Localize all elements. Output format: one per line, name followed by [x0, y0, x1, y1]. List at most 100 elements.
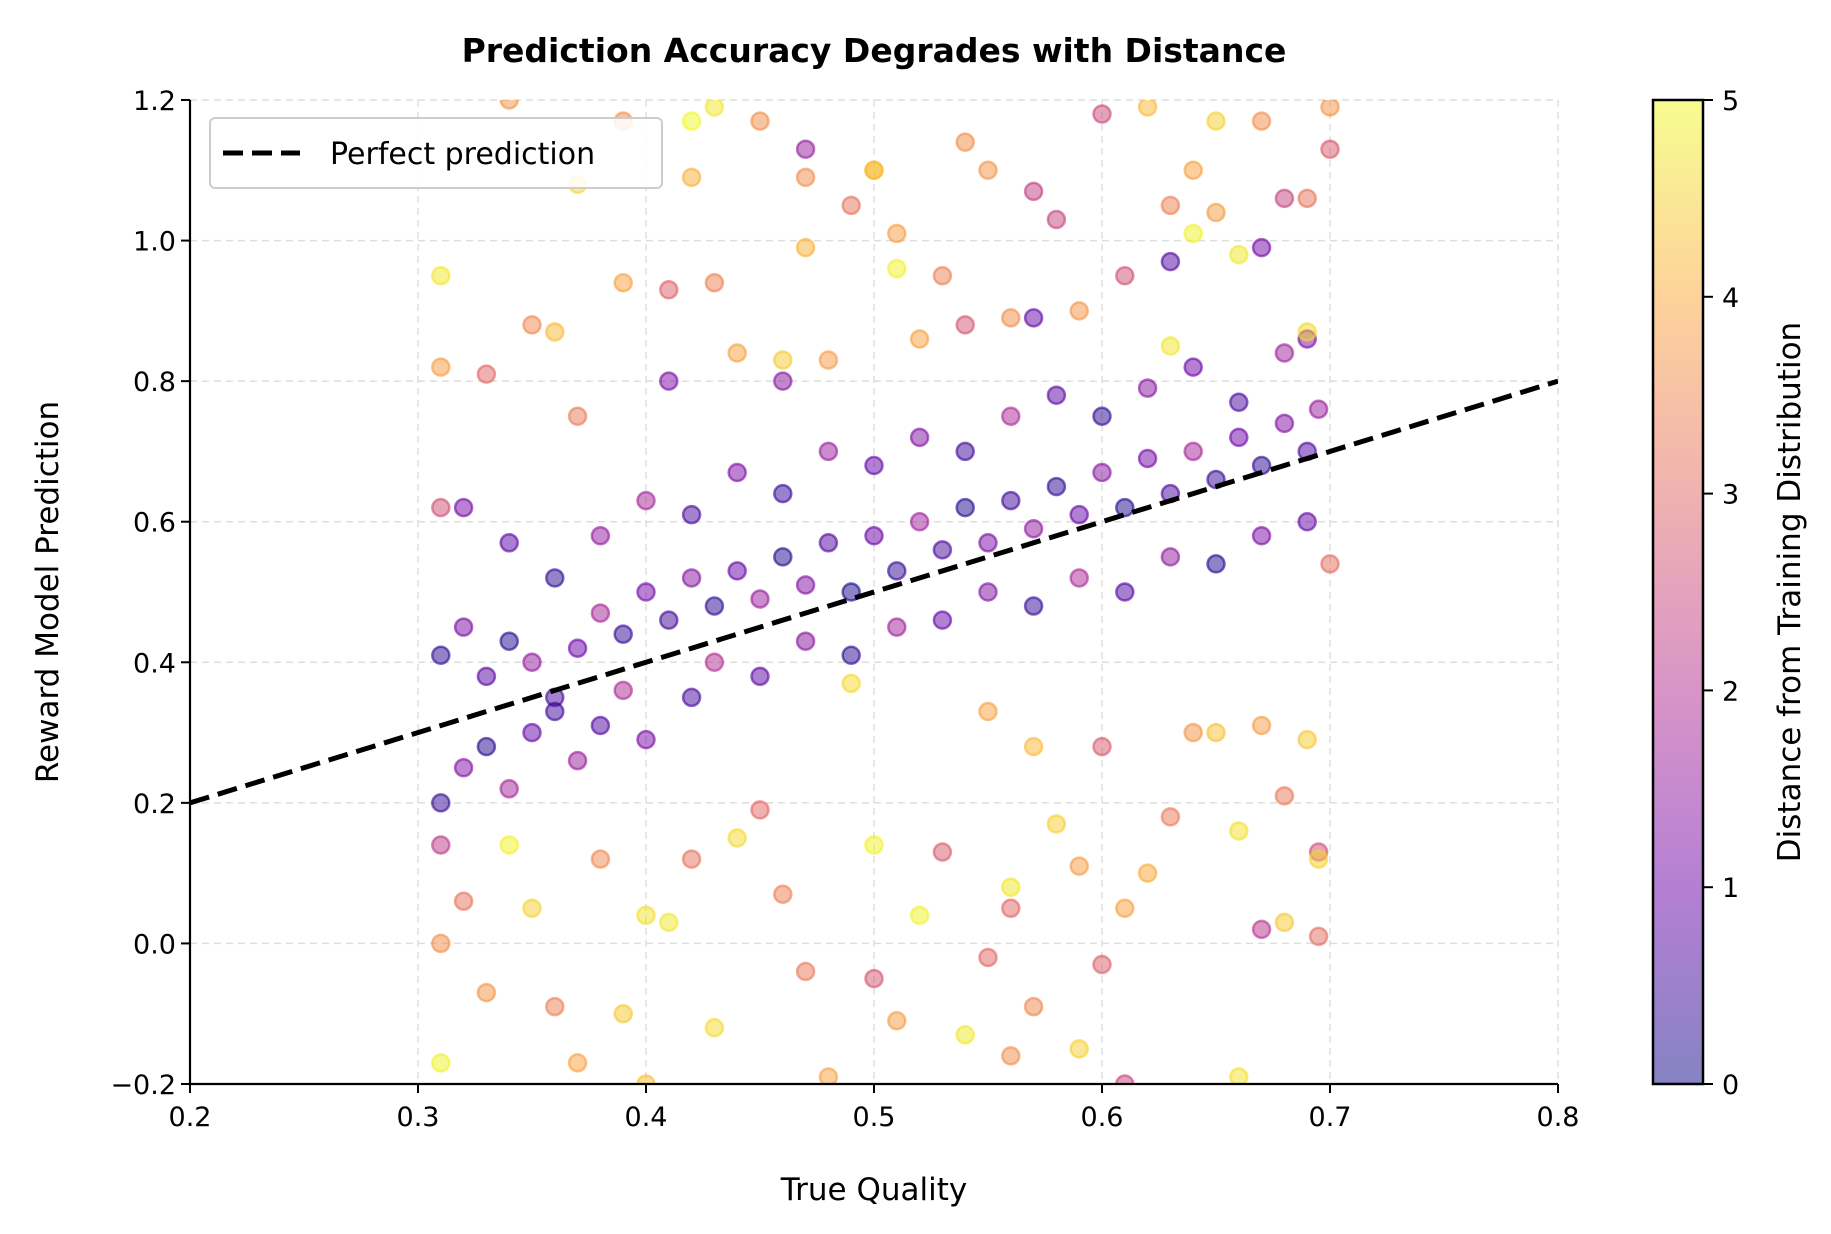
data-point [590, 849, 611, 869]
data-point [1115, 497, 1135, 518]
data-point [864, 160, 884, 181]
data-point [453, 757, 474, 778]
data-point [476, 364, 497, 384]
y-tick-label: 1.0 [133, 227, 176, 258]
data-point [613, 624, 633, 644]
data-point [545, 701, 565, 722]
data-point [1251, 919, 1272, 940]
data-point [681, 687, 702, 708]
y-axis-label: Reward Model Prediction [30, 401, 66, 783]
data-point [1274, 912, 1295, 933]
data-point [955, 315, 975, 335]
data-point [1183, 722, 1203, 743]
data-point [1092, 406, 1112, 427]
data-point [1206, 202, 1226, 223]
data-point [932, 540, 953, 560]
data-point [750, 666, 770, 687]
data-point [1251, 111, 1272, 131]
data-point [681, 167, 702, 188]
scatter-points [431, 100, 1340, 1084]
data-point [887, 1010, 907, 1031]
data-point [431, 497, 451, 518]
data-point [727, 828, 747, 848]
data-point [1001, 898, 1021, 919]
data-point [1251, 237, 1272, 258]
data-point [1092, 104, 1112, 124]
data-point [545, 996, 565, 1017]
data-point [1274, 413, 1295, 434]
data-point [1137, 448, 1158, 469]
data-point [1046, 209, 1067, 230]
data-point [727, 462, 747, 483]
data-point [453, 891, 474, 912]
data-point [1115, 898, 1135, 919]
data-point [978, 160, 998, 181]
data-point [1308, 399, 1329, 420]
y-tick-label: 0.4 [133, 648, 176, 679]
data-point [773, 884, 793, 904]
data-point [476, 736, 497, 757]
data-point [1001, 490, 1021, 511]
data-point [659, 912, 679, 933]
x-tick-label: 0.3 [397, 1102, 440, 1133]
data-point [1308, 926, 1329, 947]
data-point [681, 504, 702, 525]
data-point [773, 547, 793, 567]
data-point [727, 343, 747, 363]
data-point [1183, 441, 1203, 462]
legend-label: Perfect prediction [330, 137, 595, 172]
data-point [704, 652, 725, 673]
data-point [955, 132, 975, 152]
data-point [1069, 568, 1089, 588]
data-point [499, 100, 519, 110]
data-point [613, 680, 633, 701]
data-point [1206, 111, 1226, 131]
data-point [1251, 715, 1272, 736]
data-point [1092, 736, 1112, 757]
data-point [545, 568, 565, 588]
data-point [522, 652, 542, 673]
y-tick-label: 0.2 [133, 789, 176, 820]
data-point [659, 610, 679, 630]
data-point [932, 265, 953, 286]
chart-title: Prediction Accuracy Degrades with Distan… [462, 31, 1287, 70]
colorbar-tick-label: 0 [1722, 1070, 1739, 1101]
data-point [864, 835, 884, 855]
data-point [636, 905, 656, 926]
data-point [1001, 877, 1021, 897]
colorbar: 0 1 2 3 4 5 Distance from Training Distributi… [1651, 86, 1808, 1101]
x-tick-label: 0.5 [853, 1102, 896, 1133]
data-point [864, 968, 884, 989]
data-point [1297, 188, 1317, 209]
data-point [1046, 814, 1067, 834]
data-point [567, 1053, 588, 1073]
data-point [1297, 511, 1317, 532]
data-point [1160, 336, 1181, 356]
data-point [1320, 100, 1340, 117]
colorbar-label: Distance from Training Distribution [1772, 322, 1808, 862]
data-point [818, 350, 839, 370]
data-point [431, 933, 451, 954]
x-tick-label: 0.7 [1309, 1102, 1352, 1133]
data-point [864, 455, 884, 476]
data-point [636, 490, 656, 511]
data-point [1023, 596, 1044, 616]
data-point [841, 195, 861, 216]
data-point [1160, 251, 1181, 272]
data-point [636, 729, 656, 750]
data-point [681, 568, 702, 588]
data-point [1115, 265, 1135, 286]
data-point [1092, 462, 1112, 483]
data-point [978, 582, 998, 602]
data-point [1183, 357, 1203, 377]
data-point [955, 497, 975, 518]
data-point [795, 167, 816, 188]
data-point [567, 750, 588, 771]
data-point [567, 638, 588, 658]
data-point [750, 800, 770, 820]
data-point [590, 526, 611, 546]
data-point [887, 561, 907, 581]
data-point [1229, 1067, 1249, 1084]
data-point [613, 272, 633, 293]
data-point [955, 1025, 975, 1045]
